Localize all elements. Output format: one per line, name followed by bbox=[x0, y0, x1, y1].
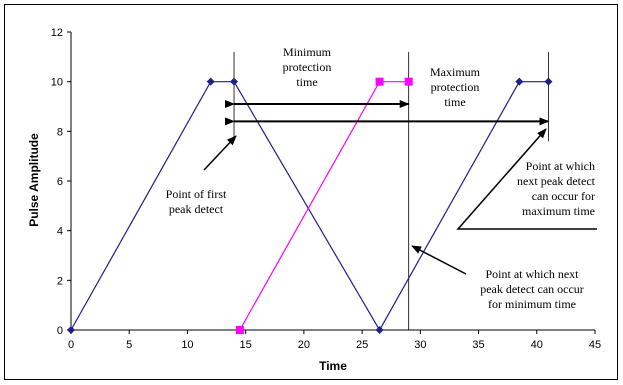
x-tick-label: 10 bbox=[181, 339, 193, 351]
y-tick-label: 4 bbox=[57, 226, 63, 238]
data-point-diamond bbox=[515, 77, 524, 86]
maximum-time-label: Point at which next peak detect can occur … bbox=[517, 159, 596, 218]
x-tick-label: 35 bbox=[472, 339, 484, 351]
y-tick-label: 10 bbox=[51, 77, 63, 89]
data-point-diamond bbox=[230, 77, 239, 86]
data-point-square bbox=[235, 326, 244, 334]
x-tick-label: 30 bbox=[414, 339, 426, 351]
x-tick-label: 45 bbox=[589, 339, 601, 351]
x-axis-label: Time bbox=[319, 359, 347, 373]
maximum-protection-label: Maximum protection time bbox=[430, 65, 481, 109]
x-tick-label: 0 bbox=[68, 339, 74, 351]
data-point-square bbox=[375, 77, 384, 86]
minimum-time-pointer-arrow bbox=[411, 245, 467, 275]
y-tick-label: 6 bbox=[57, 176, 63, 188]
data-point-diamond bbox=[375, 326, 384, 334]
data-point-square bbox=[404, 77, 413, 86]
minimum-protection-label: Minimum protection time bbox=[283, 45, 332, 89]
series-1-line bbox=[70, 81, 549, 332]
y-tick-label: 2 bbox=[57, 275, 63, 287]
data-point-diamond bbox=[206, 77, 215, 86]
data-point-diamond bbox=[544, 77, 553, 86]
x-tick-label: 40 bbox=[531, 339, 543, 351]
series-2-line bbox=[239, 81, 409, 331]
chart-frame bbox=[4, 4, 618, 380]
maximum-time-pointer-arrow bbox=[456, 128, 597, 230]
data-point-diamond bbox=[67, 326, 75, 334]
x-tick-label: 15 bbox=[240, 339, 252, 351]
minimum-time-label: Point at which next peak detect can occur… bbox=[480, 267, 584, 311]
x-tick-label: 20 bbox=[298, 339, 310, 351]
y-axis-label: Pulse Amplitude bbox=[27, 133, 41, 227]
y-tick-label: 12 bbox=[51, 27, 63, 39]
y-tick-label: 0 bbox=[57, 325, 63, 337]
first-peak-label: Point of first peak detect bbox=[166, 187, 227, 216]
x-tick-label: 5 bbox=[126, 339, 132, 351]
first-peak-pointer-arrow bbox=[203, 135, 237, 171]
x-tick-label: 25 bbox=[356, 339, 368, 351]
y-tick-label: 8 bbox=[57, 126, 63, 138]
